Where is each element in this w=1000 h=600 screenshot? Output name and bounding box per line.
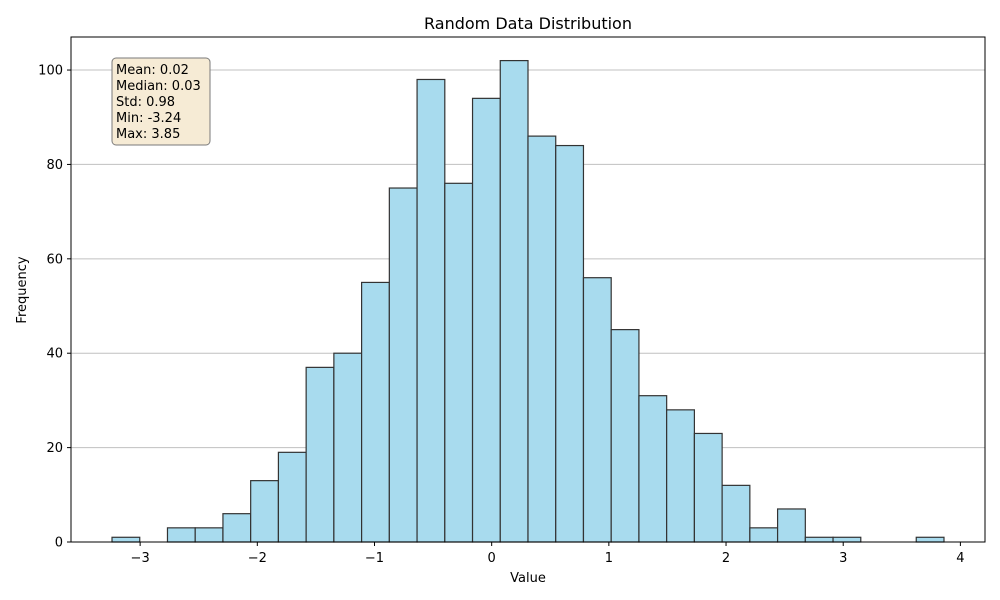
y-tick-label: 60	[46, 252, 63, 267]
histogram-bar	[832, 536, 862, 543]
y-tick-label: 100	[38, 64, 63, 79]
histogram-bar	[194, 527, 224, 543]
histogram-bar	[250, 480, 280, 543]
histogram-bar	[527, 135, 557, 543]
histogram-bar	[166, 527, 196, 543]
bars-layer	[111, 59, 945, 543]
x-tick-label: −2	[248, 551, 267, 566]
stats-std: Std: 0.98	[116, 95, 175, 110]
x-axis: −3 −2 −1 0 1 2 3 4	[131, 542, 965, 566]
y-tick-label: 80	[46, 158, 63, 173]
plot-frame	[70, 36, 986, 543]
y-tick-label: 40	[46, 347, 63, 362]
histogram-bar	[721, 484, 751, 543]
y-axis: 0 20 40 60 80 100	[38, 64, 71, 551]
x-tick-label: −1	[365, 551, 384, 566]
histogram-bar	[471, 97, 501, 543]
histogram-bar	[610, 329, 640, 543]
stats-mean: Mean: 0.02	[116, 63, 189, 78]
histogram-bar	[499, 59, 529, 543]
stats-annotation-box: Mean: 0.02 Median: 0.03 Std: 0.98 Min: -…	[111, 57, 211, 146]
histogram-bar	[555, 144, 585, 543]
x-tick-label: 3	[839, 551, 847, 566]
histogram-bar	[444, 182, 474, 543]
stats-median: Median: 0.03	[116, 79, 201, 94]
histogram-bar	[222, 513, 252, 543]
histogram-bar	[277, 451, 307, 543]
x-tick-label: 2	[722, 551, 730, 566]
histogram-bar	[776, 508, 806, 543]
histogram-bar	[416, 78, 446, 543]
histogram-bar	[915, 536, 945, 543]
histogram-bar	[582, 277, 612, 543]
histogram-bar	[388, 187, 418, 543]
histogram-bar	[361, 281, 390, 543]
x-tick-label: −3	[131, 551, 150, 566]
histogram-bar	[638, 395, 668, 543]
x-tick-label: 0	[488, 551, 496, 566]
x-tick-label: 4	[956, 551, 964, 566]
y-axis-title: Frequency	[15, 256, 30, 323]
histogram-bar	[305, 366, 335, 543]
y-tick-label: 20	[46, 441, 63, 456]
histogram-bar	[111, 536, 141, 543]
stats-box-background	[111, 57, 211, 146]
stats-min: Min: -3.24	[116, 111, 181, 126]
x-axis-title: Value	[510, 571, 546, 586]
chart-title: Random Data Distribution	[424, 14, 632, 33]
histogram-bar	[693, 432, 723, 543]
x-tick-label: 1	[605, 551, 613, 566]
histogram-bar	[804, 536, 834, 543]
histogram-bar	[333, 352, 363, 543]
histogram-bar	[666, 409, 695, 543]
stats-max: Max: 3.85	[116, 127, 180, 142]
y-tick-label: 0	[55, 536, 63, 551]
histogram-bar	[749, 527, 779, 543]
